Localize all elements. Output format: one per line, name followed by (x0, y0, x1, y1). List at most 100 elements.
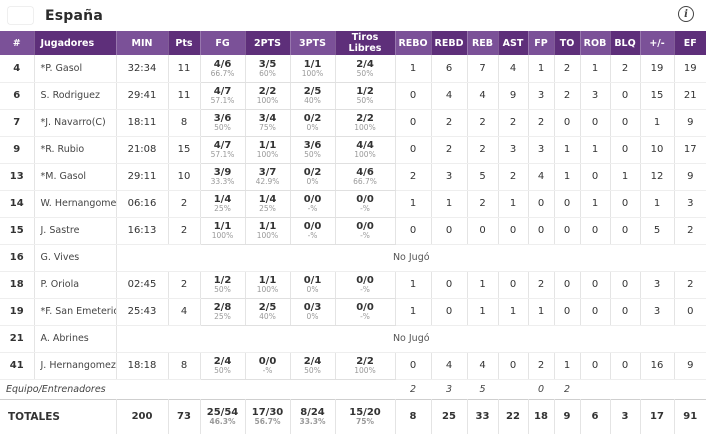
fg-cell: 4/7 57.1% (200, 136, 246, 164)
player-name: G. Vives (34, 244, 117, 272)
totals-label: TOTALES (0, 398, 117, 434)
to-value: 1 (554, 136, 581, 164)
ast-value: 3 (498, 136, 529, 164)
3pts-cell: 0/1 0% (290, 271, 336, 299)
blq-value: 0 (610, 136, 641, 164)
totals-row: TOTALES 200 73 25/54 46.3% 17/30 56.7% 8/24 33.3… (0, 398, 706, 434)
team-rebd-value: 3 (445, 383, 453, 395)
3pts-cell: 0/0 -% (290, 217, 336, 245)
ast-value: 2 (498, 163, 529, 191)
ef-value: 3 (674, 190, 706, 218)
rebd-value: 4 (431, 82, 468, 110)
fg-cell: 3/9 33.3% (200, 163, 246, 191)
minutes: 02:45 (116, 271, 169, 299)
reb-value: 2 (467, 136, 499, 164)
header-row: # Jugadores MIN Pts FG 2PTS 3PTS Tiros Libres RE… (0, 31, 706, 55)
reb-value: 1 (467, 271, 499, 299)
ef-value: 9 (674, 352, 706, 380)
fp-value: 2 (528, 352, 555, 380)
player-number: 13 (0, 163, 35, 191)
player-row: 19 *F. San Emeterio 25:43 4 2/8 25% 2/5 40% 0/3 0… (0, 298, 706, 326)
player-number: 18 (0, 271, 35, 299)
blq-value: 0 (610, 271, 641, 299)
column-header-tiros-libres: Tiros Libres (335, 31, 396, 55)
reb-value: 4 (467, 352, 499, 380)
ast-value: 4 (498, 55, 529, 83)
spain-flag-icon (8, 7, 33, 24)
player-number: 9 (0, 136, 35, 164)
ast-value: 2 (498, 109, 529, 137)
fg-cell: 3/6 50% (200, 109, 246, 137)
plus-minus-value: 10 (640, 136, 675, 164)
minutes: 32:34 (116, 55, 169, 83)
points: 2 (168, 271, 201, 299)
reb-value: 1 (467, 298, 499, 326)
plus-minus-value: 1 (640, 109, 675, 137)
fp-value: 2 (528, 271, 555, 299)
column-header-ast: AST (498, 31, 529, 55)
column-header--: # (0, 31, 35, 55)
fp-value: 4 (528, 163, 555, 191)
blq-value: 0 (610, 298, 641, 326)
team-fp-value: 0 (537, 383, 545, 395)
free-throws-cell: 0/0 -% (335, 217, 396, 245)
ef-value: 2 (674, 217, 706, 245)
plus-minus-value: 16 (640, 352, 675, 380)
2pts-cell: 3/5 60% (245, 55, 291, 83)
table-header: # Jugadores MIN Pts FG 2PTS 3PTS Tiros Libres RE… (0, 31, 706, 55)
free-throws-cell: 2/4 50% (335, 55, 396, 83)
reb-value: 5 (467, 163, 499, 191)
player-number: 6 (0, 82, 35, 110)
rob-value: 0 (580, 271, 611, 299)
reb-value: 0 (467, 217, 499, 245)
totals-reb-value: 33 (467, 398, 499, 434)
totals-rebd-value: 25 (431, 398, 468, 434)
points: 15 (168, 136, 201, 164)
minutes: 21:08 (116, 136, 169, 164)
fg-cell: 2/4 50% (200, 352, 246, 380)
fg-cell: 2/8 25% (200, 298, 246, 326)
rebo-value: 0 (395, 352, 432, 380)
rebo-value: 0 (395, 109, 432, 137)
player-name: J. Hernangomez (34, 352, 117, 380)
fg-cell: 4/6 66.7% (200, 55, 246, 83)
3pts-cell: 3/6 50% (290, 136, 336, 164)
points: 8 (168, 352, 201, 380)
rebd-value: 0 (431, 217, 468, 245)
totals-minutes: 200 (116, 398, 169, 434)
plus-minus-value: 5 (640, 217, 675, 245)
rob-value: 1 (580, 136, 611, 164)
points: 11 (168, 82, 201, 110)
rebd-value: 2 (431, 109, 468, 137)
ast-value: 0 (498, 271, 529, 299)
player-number: 21 (0, 325, 35, 353)
free-throws-cell: 1/2 50% (335, 82, 396, 110)
team-ef-value (674, 379, 706, 399)
player-row: 15 J. Sastre 16:13 2 1/1 100% 1/1 100% 0/0 -% 0/0-… (0, 217, 706, 245)
team-name: España (45, 7, 103, 24)
column-header-3pts: 3PTS (290, 31, 336, 55)
points: 4 (168, 298, 201, 326)
blq-value: 0 (610, 217, 641, 245)
table-body: 4 *P. Gasol 32:34 11 4/6 66.7% 3/5 60% 1/1 100% 2/… (0, 55, 706, 434)
player-name: *R. Rubio (34, 136, 117, 164)
to-value: 1 (554, 163, 581, 191)
player-name: A. Abrines (34, 325, 117, 353)
totals-blq-value: 3 (610, 398, 641, 434)
column-header-ef: EF (674, 31, 706, 55)
to-value: 0 (554, 190, 581, 218)
rob-value: 1 (580, 55, 611, 83)
2pts-cell: 1/1 100% (245, 217, 291, 245)
free-throws-cell: 4/4 100% (335, 136, 396, 164)
team-to-value: 2 (563, 383, 571, 395)
blq-value: 0 (610, 190, 641, 218)
player-name: *M. Gasol (34, 163, 117, 191)
3pts-cell: 0/0 -% (290, 190, 336, 218)
column-header--: +/- (640, 31, 675, 55)
totals-ef-value: 91 (674, 398, 706, 434)
to-value: 2 (554, 55, 581, 83)
info-icon[interactable]: i (678, 6, 694, 22)
column-header-blq: BLQ (610, 31, 641, 55)
ef-value: 9 (674, 109, 706, 137)
2pts-cell: 0/0 -% (245, 352, 291, 380)
